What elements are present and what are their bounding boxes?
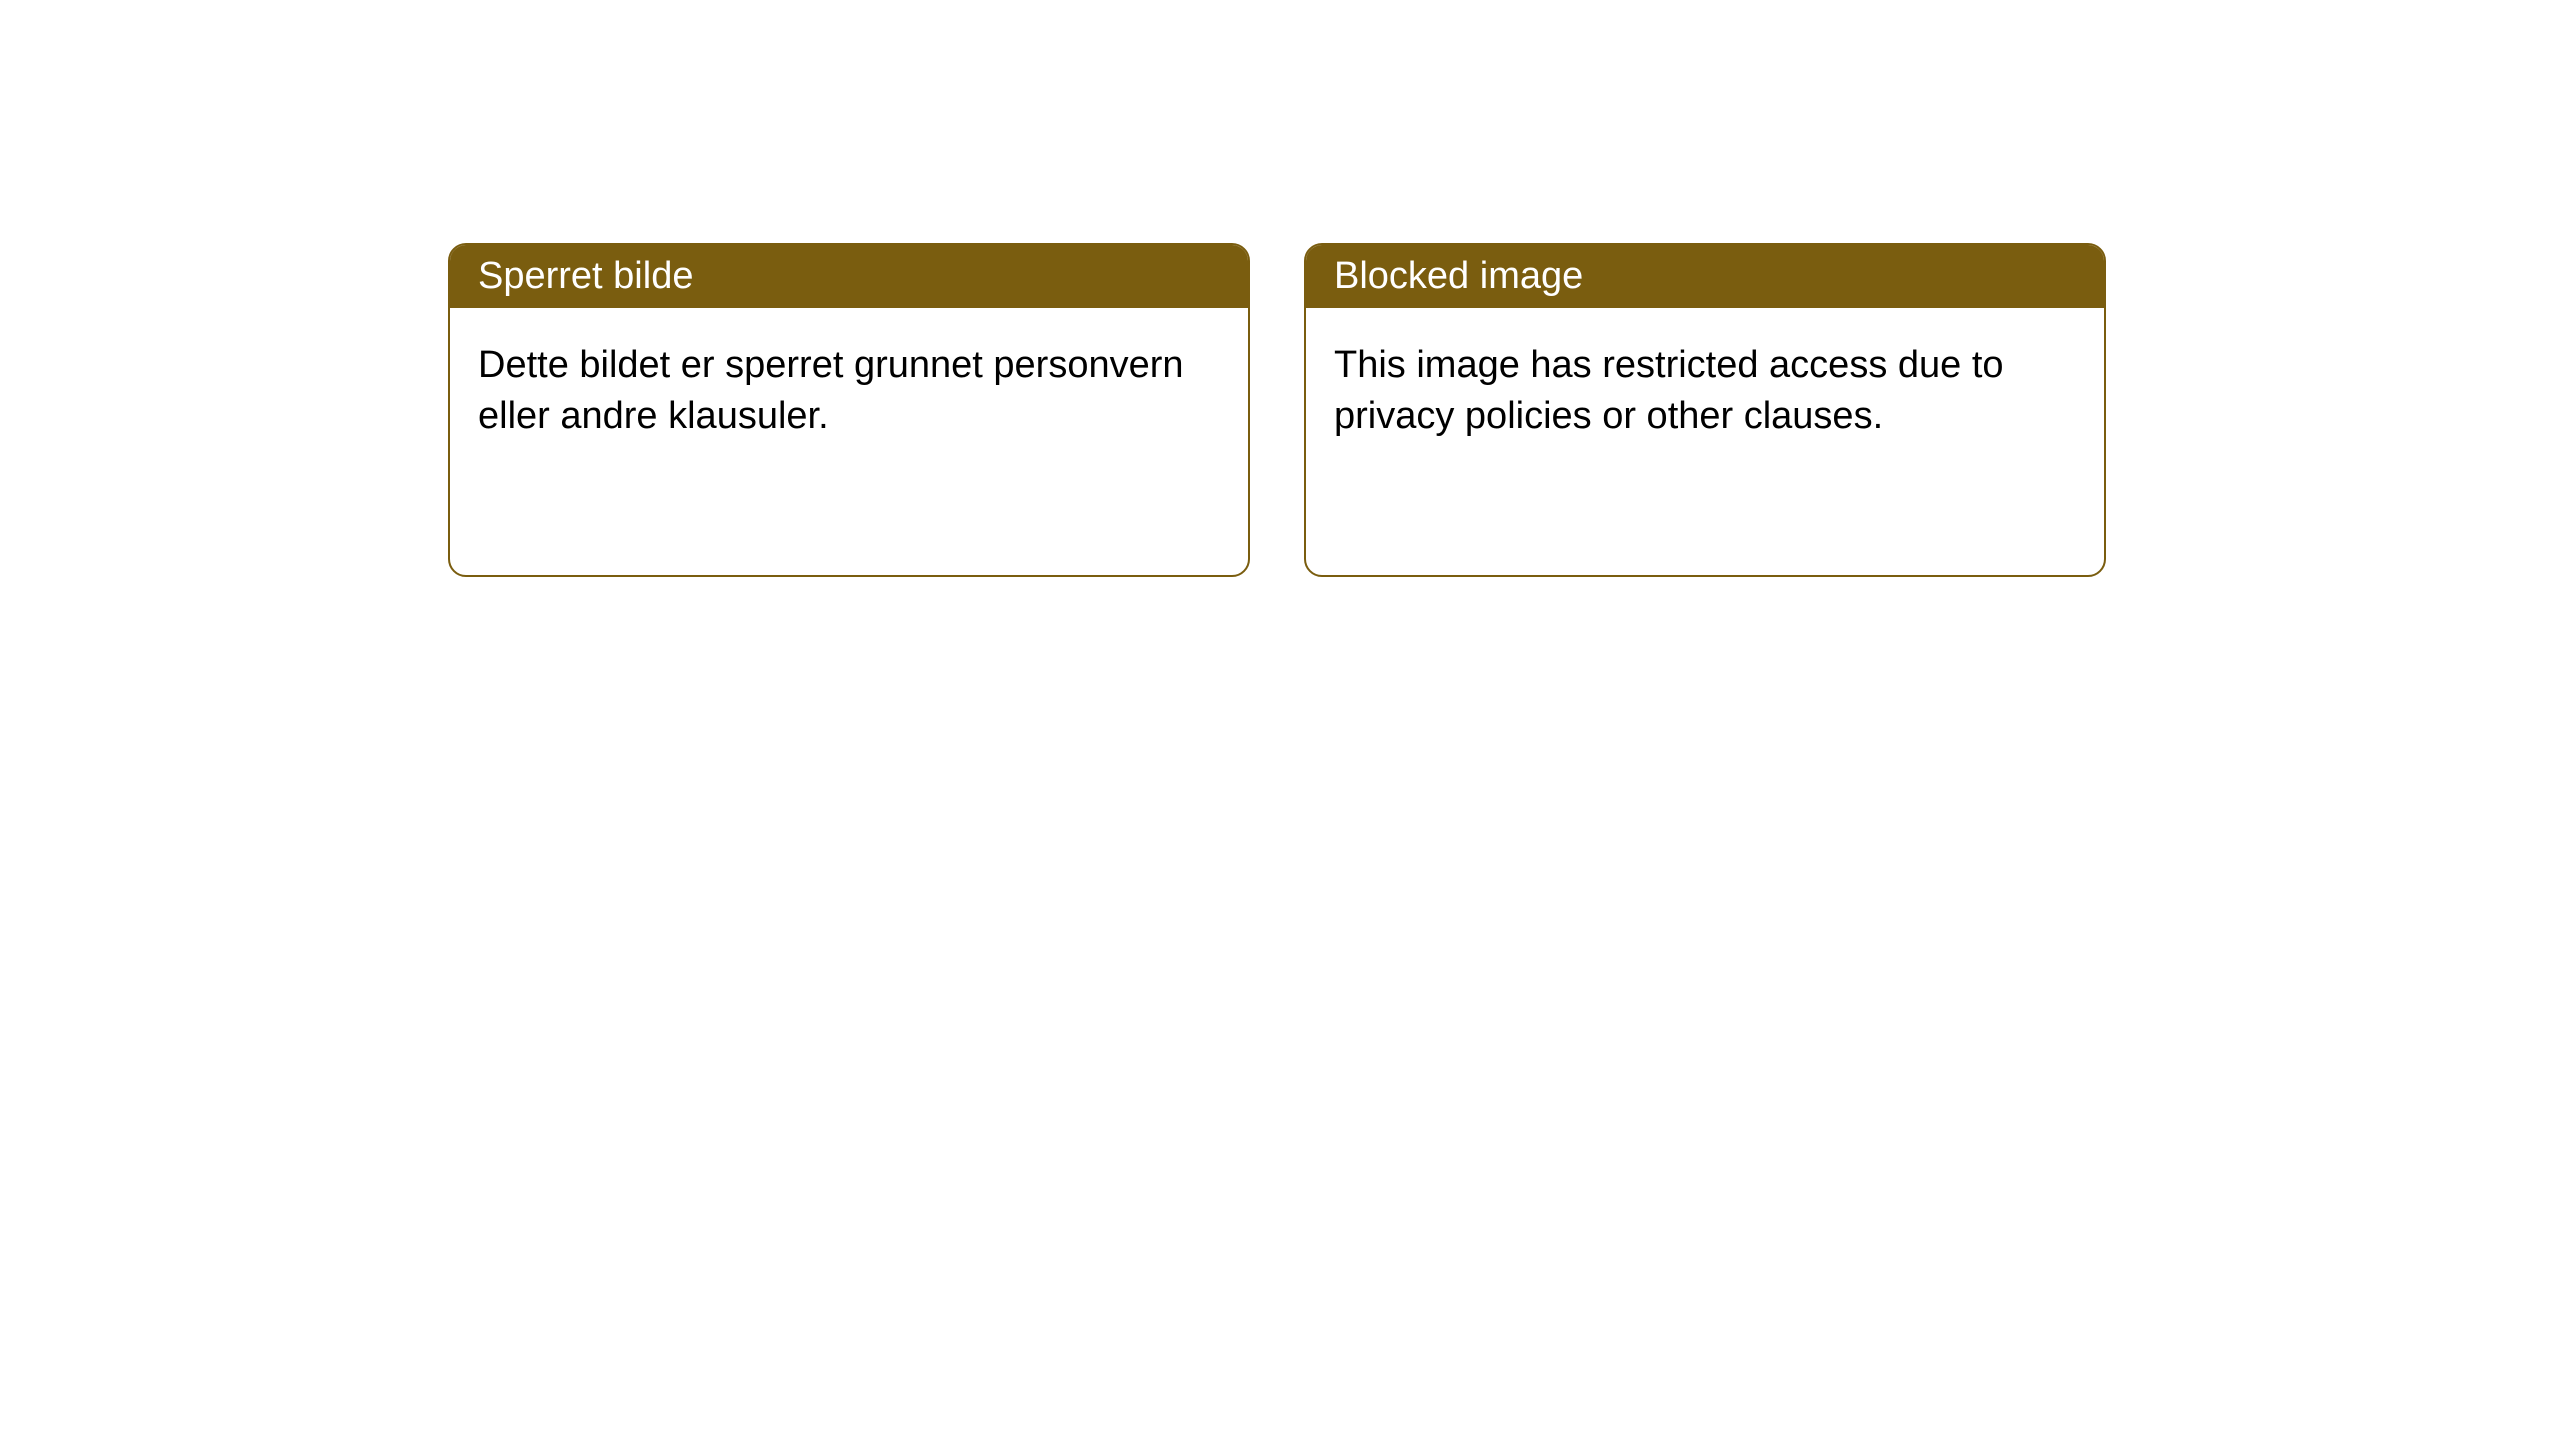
notice-container: Sperret bilde Dette bildet er sperret gr… bbox=[448, 243, 2106, 577]
card-body-no: Dette bildet er sperret grunnet personve… bbox=[450, 308, 1248, 475]
blocked-image-card-en: Blocked image This image has restricted … bbox=[1304, 243, 2106, 577]
card-body-en: This image has restricted access due to … bbox=[1306, 308, 2104, 475]
card-header-no: Sperret bilde bbox=[450, 245, 1248, 308]
blocked-image-card-no: Sperret bilde Dette bildet er sperret gr… bbox=[448, 243, 1250, 577]
card-header-en: Blocked image bbox=[1306, 245, 2104, 308]
